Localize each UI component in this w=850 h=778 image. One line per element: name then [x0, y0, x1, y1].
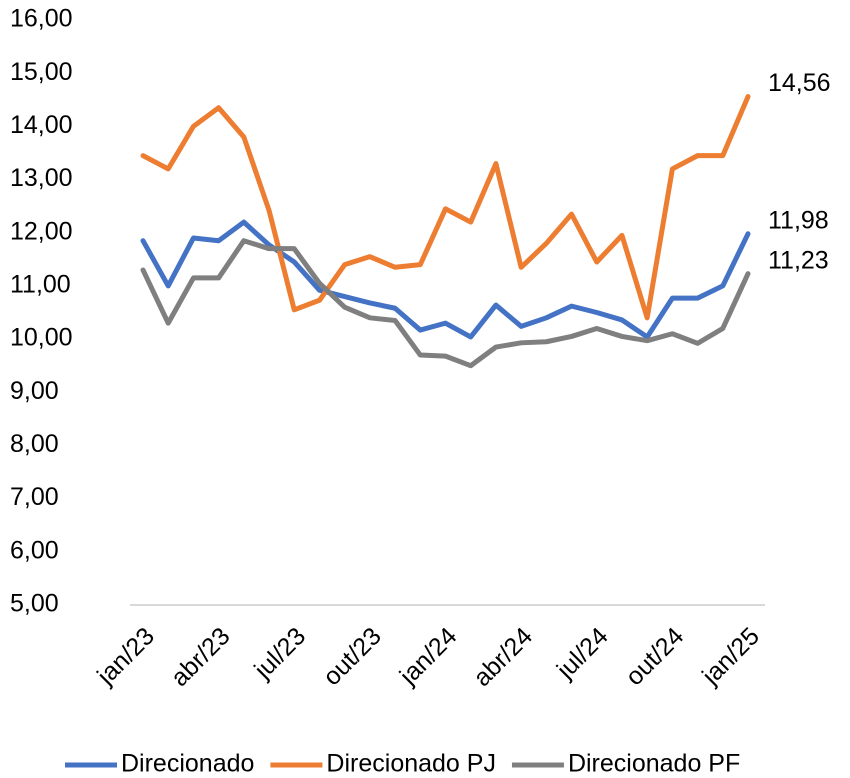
line: [140, 219, 751, 340]
y-tick-label: 6,00: [10, 536, 59, 564]
x-tick-label: jan/23: [91, 622, 160, 691]
x-tick-label: abr/23: [166, 622, 236, 692]
data-label: 14,56: [768, 69, 831, 97]
x-tick-label: jul/24: [551, 622, 614, 685]
y-tick-label: 12,00: [10, 217, 73, 245]
x-tick-label: jan/25: [696, 622, 765, 691]
legend-label: Direcionado PF: [568, 750, 740, 778]
line: [140, 94, 751, 321]
y-tick-label: 16,00: [10, 5, 73, 33]
line: [140, 238, 751, 369]
data-label: 11,23: [768, 246, 829, 274]
data-label: 11,98: [768, 206, 829, 234]
x-tick-label: abr/24: [468, 622, 538, 692]
y-tick-label: 9,00: [10, 377, 59, 405]
y-tick-label: 15,00: [10, 58, 73, 86]
y-tick-label: 13,00: [10, 164, 73, 192]
y-tick-label: 14,00: [10, 111, 73, 139]
legend-label: Direcionado PJ: [326, 750, 496, 778]
y-tick-label: 5,00: [10, 590, 59, 618]
y-tick-label: 8,00: [10, 430, 59, 458]
y-tick-label: 7,00: [10, 483, 59, 511]
x-tick-label: out/23: [318, 622, 387, 691]
y-tick-label: 10,00: [10, 324, 73, 352]
y-tick-label: 11,00: [10, 271, 71, 299]
x-tick-label: out/24: [620, 622, 689, 691]
x-tick-label: jan/24: [394, 622, 463, 691]
x-tick-label: jul/23: [248, 622, 311, 685]
legend-label: Direcionado: [121, 750, 254, 778]
